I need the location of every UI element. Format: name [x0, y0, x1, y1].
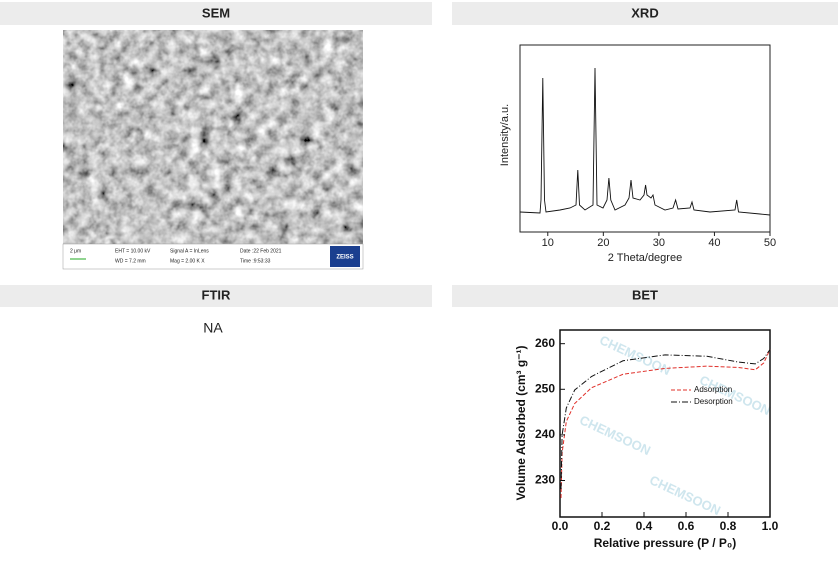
- adsorption-curve: [560, 349, 771, 499]
- watermark: CHEMSOON: [647, 472, 723, 518]
- sem-info: EHT = 10.00 kV: [115, 248, 151, 254]
- x-tick-label: 50: [764, 237, 776, 249]
- x-axis-label: Relative pressure (P / P₀): [594, 536, 737, 550]
- x-tick-label: 20: [597, 237, 609, 249]
- sem-image: [63, 30, 363, 244]
- watermark: CHEMSOON: [577, 412, 653, 458]
- y-axis-label: Intensity/a.u.: [499, 104, 511, 166]
- ftir-text: NA: [203, 320, 223, 336]
- watermark: CHEMSOON: [597, 332, 673, 378]
- y-tick-label: 230: [535, 473, 555, 487]
- x-tick-label: 40: [708, 237, 720, 249]
- sem-info-bar: [62, 243, 364, 270]
- header-bar: [0, 285, 432, 307]
- y-axis-label: Volume Adsorbed (cm³ g⁻¹): [514, 345, 528, 500]
- plot-frame: [559, 329, 771, 518]
- panel-title: BET: [632, 287, 658, 302]
- plot-frame: [519, 44, 771, 233]
- header-bar: [452, 285, 838, 307]
- y-tick-label: 260: [535, 336, 555, 350]
- x-tick-label: 0.6: [678, 519, 695, 533]
- panel-title: SEM: [202, 5, 230, 20]
- xrd-pattern: [519, 67, 771, 216]
- sem-logo: [330, 246, 360, 267]
- header-bar: [452, 2, 838, 25]
- desorption-curve: [560, 349, 771, 490]
- sem-scale: 2 μm: [70, 248, 81, 254]
- sem-brand: ZEISS: [336, 255, 353, 261]
- legend-label: Desorption: [694, 397, 733, 406]
- sem-info: Time :9:53:33: [240, 258, 271, 264]
- x-axis-label: 2 Theta/degree: [608, 252, 682, 264]
- sem-info: WD = 7.2 mm: [115, 258, 146, 264]
- x-tick-label: 0.0: [552, 519, 569, 533]
- header-bar: [0, 2, 432, 25]
- y-tick-label: 240: [535, 427, 555, 441]
- panel-title: FTIR: [202, 287, 231, 302]
- panel-title: XRD: [631, 5, 658, 20]
- legend-label: Adsorption: [694, 385, 732, 394]
- x-tick-label: 0.2: [594, 519, 611, 533]
- sem-info: Signal A = InLens: [170, 248, 209, 254]
- x-tick-label: 30: [653, 237, 665, 249]
- x-tick-label: 1.0: [762, 519, 779, 533]
- sem-info: Mag = 2.00 K X: [170, 258, 205, 264]
- watermark: CHEMSOON: [697, 372, 773, 418]
- x-tick-label: 0.4: [636, 519, 653, 533]
- sem-info: Date :22 Feb 2021: [240, 248, 282, 254]
- y-tick-label: 250: [535, 381, 555, 395]
- x-tick-label: 10: [542, 237, 554, 249]
- x-tick-label: 0.8: [720, 519, 737, 533]
